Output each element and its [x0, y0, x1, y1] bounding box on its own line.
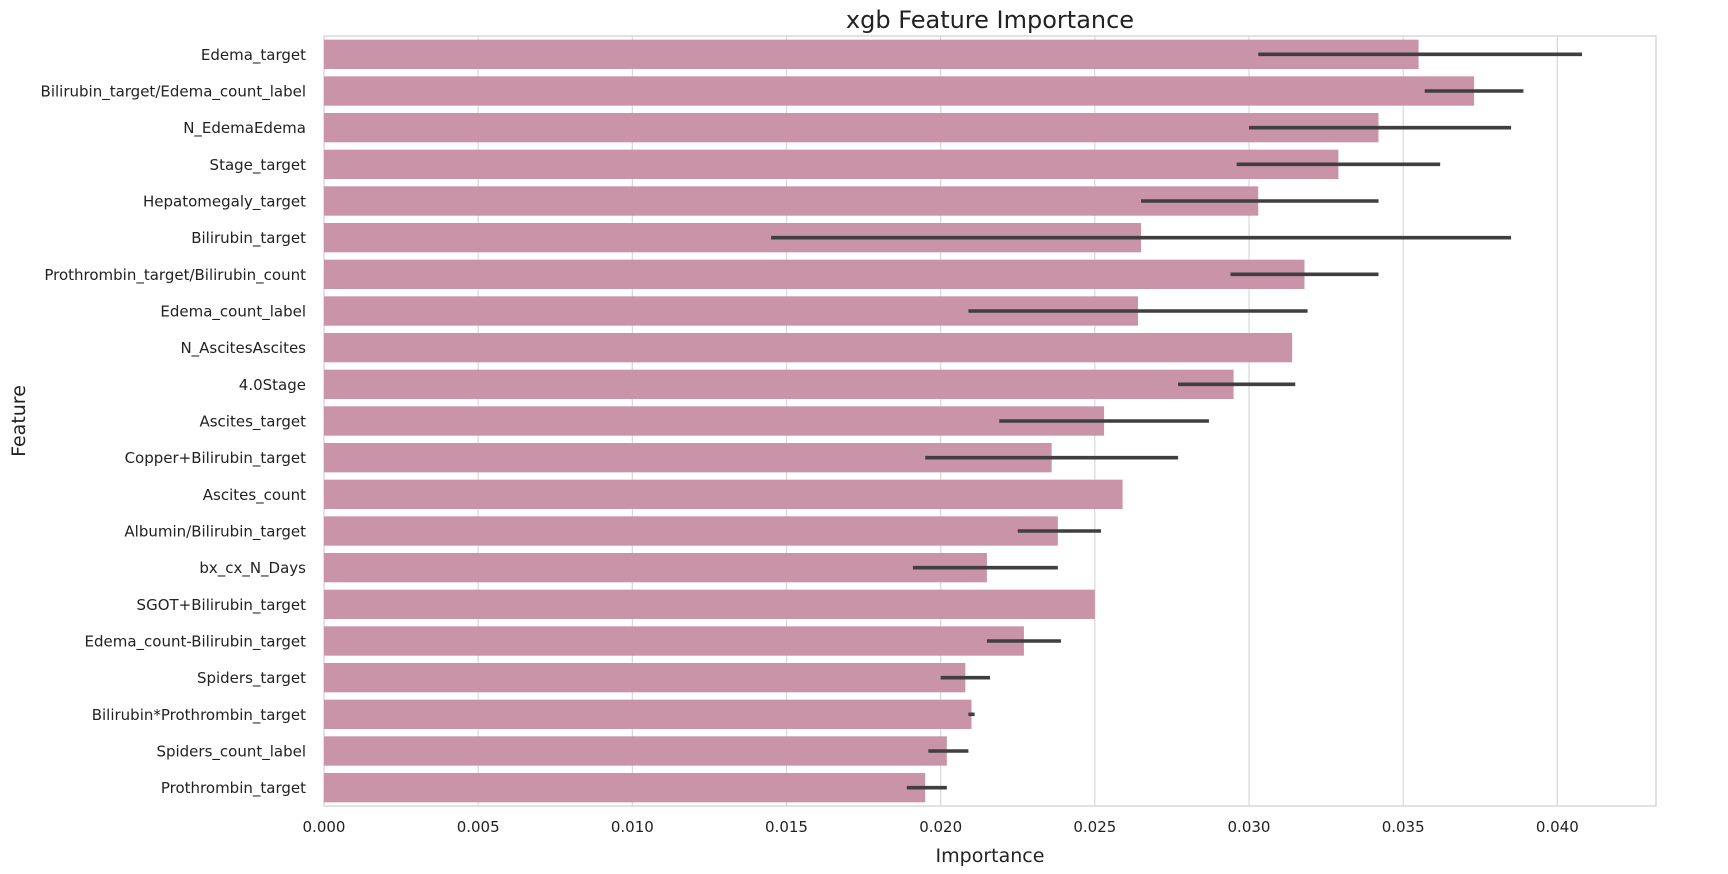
bar — [324, 553, 987, 583]
bar — [324, 699, 972, 729]
y-axis-label: Feature — [8, 385, 30, 457]
x-tick-label: 0.035 — [1382, 818, 1425, 836]
y-tick-label: 4.0Stage — [239, 376, 306, 394]
x-tick-label: 0.005 — [457, 818, 500, 836]
bar — [324, 663, 966, 693]
y-tick-label: N_EdemaEdema — [183, 119, 306, 138]
bar — [324, 479, 1123, 509]
bar — [324, 626, 1024, 656]
y-tick-label: Spiders_count_label — [156, 743, 306, 762]
bar — [324, 149, 1339, 179]
y-tick-label: Spiders_target — [197, 669, 306, 688]
bar — [324, 333, 1293, 363]
x-tick-label: 0.025 — [1073, 818, 1116, 836]
y-tick-label: Ascites_target — [199, 413, 306, 432]
bar — [324, 76, 1475, 106]
x-tick-labels: 0.000 0.005 0.010 0.015 0.020 0.025 0.030 0.035… — [303, 818, 1579, 836]
y-tick-label: Hepatomegaly_target — [143, 193, 306, 212]
y-tick-label: Edema_count_label — [160, 303, 306, 322]
bar — [324, 406, 1105, 436]
bars — [324, 39, 1475, 803]
bar — [324, 516, 1058, 546]
error-bars — [771, 52, 1582, 790]
y-tick-label: SGOT+Bilirubin_target — [137, 596, 307, 615]
y-tick-label: Copper+Bilirubin_target — [125, 449, 307, 468]
x-tick-label: 0.015 — [765, 818, 808, 836]
y-tick-label: Stage_target — [210, 156, 307, 175]
bar — [324, 736, 947, 766]
chart-title: xgb Feature Importance — [846, 6, 1134, 34]
y-tick-label: Bilirubin_target/Edema_count_label — [41, 83, 306, 102]
y-tick-label: bx_cx_N_Days — [199, 559, 306, 578]
x-tick-label: 0.000 — [303, 818, 346, 836]
y-tick-label: Albumin/Bilirubin_target — [124, 523, 306, 542]
bar — [324, 39, 1419, 69]
bar — [324, 773, 926, 803]
y-tick-label: Bilirubin*Prothrombin_target — [92, 706, 306, 725]
y-tick-label: N_AscitesAscites — [180, 339, 306, 358]
y-tick-label: Prothrombin_target — [161, 779, 306, 798]
y-tick-label: Ascites_count — [203, 486, 306, 505]
x-tick-label: 0.020 — [919, 818, 962, 836]
x-tick-label: 0.010 — [611, 818, 654, 836]
y-tick-label: Edema_count-Bilirubin_target — [85, 633, 307, 652]
y-tick-label: Prothrombin_target/Bilirubin_count — [44, 266, 306, 285]
y-tick-label: Bilirubin_target — [191, 229, 306, 248]
x-tick-label: 0.040 — [1536, 818, 1579, 836]
y-tick-label: Edema_target — [201, 46, 306, 65]
x-axis-label: Importance — [936, 845, 1045, 867]
x-tick-label: 0.030 — [1228, 818, 1271, 836]
bar — [324, 589, 1095, 619]
bar — [324, 369, 1234, 399]
bar — [324, 186, 1259, 216]
y-tick-labels: Edema_target Bilirubin_target/Edema_count… — [41, 46, 307, 798]
bar — [324, 113, 1379, 143]
bar — [324, 259, 1305, 289]
